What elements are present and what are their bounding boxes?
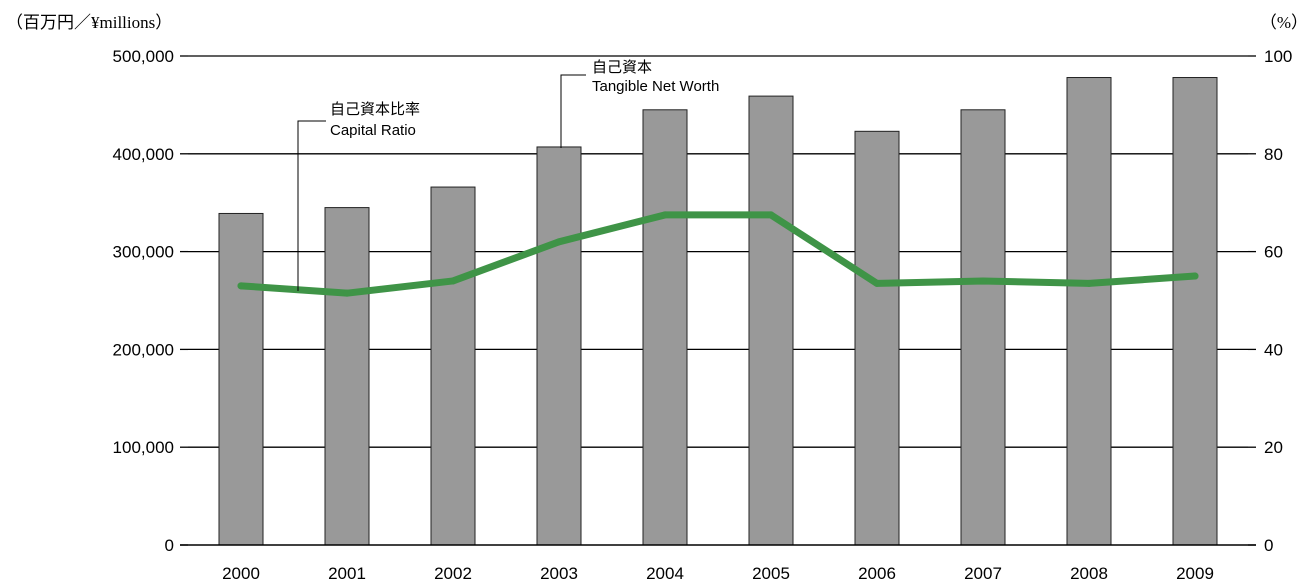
left-axis-unit: （百万円／¥millions） xyxy=(6,13,172,32)
annotation-bars-line1: 自己資本 xyxy=(592,59,652,76)
right-tick-label: 20 xyxy=(1264,438,1283,457)
x-tick-label: 2005 xyxy=(752,564,790,583)
left-tick-label: 300,000 xyxy=(113,243,174,262)
bars xyxy=(218,77,1218,546)
line-point xyxy=(873,279,881,287)
line-point xyxy=(661,211,669,219)
left-tick-label: 200,000 xyxy=(113,340,174,359)
capital-ratio-series-line xyxy=(237,211,1199,297)
line-point xyxy=(555,238,563,246)
line-point xyxy=(979,277,987,285)
left-tick-label: 0 xyxy=(165,536,174,555)
annotation-line-line1: 自己資本比率 xyxy=(330,101,420,118)
annotation-leader-line xyxy=(297,120,326,291)
x-tick-label: 2001 xyxy=(328,564,366,583)
left-tick-label: 400,000 xyxy=(113,145,174,164)
bar xyxy=(748,95,794,546)
bar xyxy=(1066,77,1112,546)
bar xyxy=(854,130,900,546)
x-tick-label: 2009 xyxy=(1176,564,1214,583)
line-point xyxy=(237,282,245,290)
line-point xyxy=(449,277,457,285)
bar xyxy=(1172,77,1218,546)
x-tick-label: 2006 xyxy=(858,564,896,583)
bar xyxy=(218,212,264,546)
line-point xyxy=(1191,272,1199,280)
bar xyxy=(430,186,476,546)
right-tick-label: 40 xyxy=(1264,340,1283,359)
x-tick-label: 2003 xyxy=(540,564,578,583)
right-axis-unit: （%） xyxy=(1260,13,1308,32)
right-tick-label: 0 xyxy=(1264,536,1273,555)
bar xyxy=(536,146,582,546)
annotation-capital-ratio: 自己資本比率 Capital Ratio xyxy=(297,101,420,291)
bar xyxy=(960,109,1006,546)
right-tick-label: 60 xyxy=(1264,243,1283,262)
annotation-leader-bars xyxy=(560,74,586,148)
bar xyxy=(642,109,688,546)
annotation-tangible-net-worth: 自己資本 Tangible Net Worth xyxy=(560,59,719,148)
right-tick-label: 80 xyxy=(1264,145,1283,164)
line-point xyxy=(767,211,775,219)
x-tick-label: 2004 xyxy=(646,564,684,583)
right-tick-label: 100 xyxy=(1264,47,1292,66)
axes: 0 0 100,000 20 200,000 40 300,000 60 400,000 80 50… xyxy=(113,47,1293,583)
annotation-line-line2: Capital Ratio xyxy=(330,122,416,139)
annotation-bars-line2: Tangible Net Worth xyxy=(592,78,719,95)
x-tick-label: 2000 xyxy=(222,564,260,583)
x-tick-label: 2008 xyxy=(1070,564,1108,583)
left-tick-label: 500,000 xyxy=(113,47,174,66)
line-point xyxy=(1085,279,1093,287)
left-tick-label: 100,000 xyxy=(113,438,174,457)
line-point xyxy=(343,289,351,297)
x-tick-label: 2007 xyxy=(964,564,1002,583)
x-tick-label: 2002 xyxy=(434,564,472,583)
bar xyxy=(324,207,370,546)
capital-ratio-line xyxy=(237,211,1199,297)
